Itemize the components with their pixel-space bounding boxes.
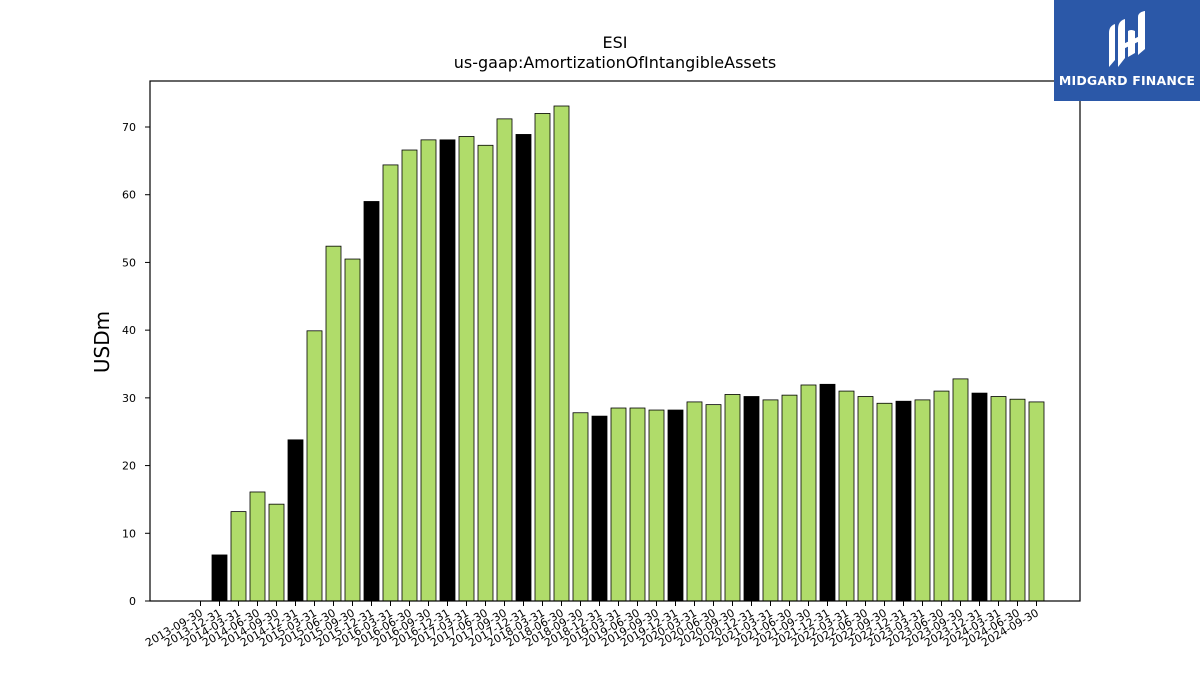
y-tick-label: 0 <box>129 595 136 608</box>
y-tick-label: 70 <box>122 121 136 134</box>
y-tick-label: 30 <box>122 392 136 405</box>
bar-2019-06-30 <box>629 407 646 602</box>
axis-ticks: 2013-09-302013-12-312014-03-312014-06-30… <box>122 121 1041 650</box>
bar-2021-12-31 <box>819 383 836 602</box>
bar-2022-09-30 <box>876 402 893 602</box>
bar-2020-06-30 <box>705 404 722 602</box>
bar-2022-12-31 <box>895 400 912 602</box>
bar-2023-06-30 <box>933 390 950 602</box>
bar-2018-03-31 <box>534 113 551 602</box>
bar-2023-03-31 <box>914 399 931 602</box>
y-tick-label: 10 <box>122 527 136 540</box>
bar-2017-03-31 <box>458 136 475 602</box>
brand-logo-box: MIDGARD FINANCE <box>1054 0 1200 101</box>
bar-2015-09-30 <box>344 258 361 602</box>
bar-2020-03-31 <box>686 401 703 602</box>
bar-2016-03-31 <box>382 164 399 602</box>
y-tick-label: 60 <box>122 189 136 202</box>
brand-name: MIDGARD FINANCE <box>1058 73 1196 88</box>
bar-2014-09-30 <box>268 503 285 602</box>
bar-2020-12-31 <box>743 396 760 602</box>
y-tick-label: 50 <box>122 256 136 269</box>
bar-2024-03-31 <box>990 396 1007 602</box>
bar-2017-09-30 <box>496 118 513 602</box>
y-tick-label: 20 <box>122 460 136 473</box>
chart-title: ESI <box>603 33 628 52</box>
bar-2014-12-31 <box>287 439 304 602</box>
bar-2024-06-30 <box>1009 398 1026 602</box>
bar-2022-06-30 <box>857 396 874 602</box>
bar-2018-09-30 <box>572 412 589 602</box>
bar-2022-03-31 <box>838 390 855 602</box>
bar-2013-12-31 <box>211 554 228 602</box>
bar-2024-09-30 <box>1028 401 1045 602</box>
bar-2017-06-30 <box>477 144 494 602</box>
bar-2014-06-30 <box>249 491 266 602</box>
bar-2015-03-31 <box>306 330 323 602</box>
y-tick-label: 40 <box>122 324 136 337</box>
y-axis-label: USDm <box>90 311 114 373</box>
bars <box>211 105 1045 602</box>
bar-2014-03-31 <box>230 511 247 602</box>
bar-2019-03-31 <box>610 407 627 602</box>
bar-2019-12-31 <box>667 409 684 602</box>
plot-area-frame <box>149 80 1081 602</box>
bar-2021-09-30 <box>800 384 817 602</box>
bar-2021-06-30 <box>781 394 798 602</box>
chart-subtitle: us-gaap:AmortizationOfIntangibleAssets <box>454 53 776 72</box>
bar-2018-12-31 <box>591 415 608 602</box>
bar-2015-06-30 <box>325 245 342 602</box>
bar-2016-06-30 <box>401 149 418 602</box>
bar-2016-12-31 <box>439 139 456 602</box>
bar-2015-12-31 <box>363 201 380 602</box>
bar-2021-03-31 <box>762 399 779 602</box>
midgard-m-logo-icon <box>1109 11 1145 67</box>
bar-2018-06-30 <box>553 105 570 602</box>
bar-2019-09-30 <box>648 409 665 602</box>
bar-2017-12-31 <box>515 134 532 602</box>
bar-2016-09-30 <box>420 139 437 602</box>
bar-2023-09-30 <box>952 378 969 602</box>
bar-2023-12-31 <box>971 392 988 602</box>
bar-2020-09-30 <box>724 394 741 602</box>
